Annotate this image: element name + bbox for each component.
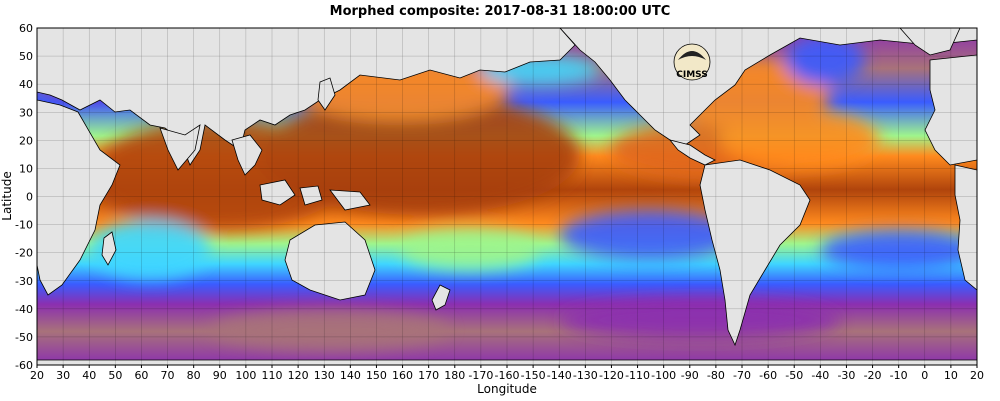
x-tick-label: 90 [213,369,227,382]
y-tick-label: -30 [15,275,33,288]
map-title: Morphed composite: 2017-08-31 18:00:00 U… [329,4,671,19]
x-tick-label: -80 [707,369,725,382]
x-tick-label: 30 [56,369,70,382]
x-tick-label: -170 [468,369,493,382]
x-tick-label: -140 [547,369,572,382]
x-tick-label: 160 [392,369,413,382]
x-tick-label: 20 [970,369,984,382]
x-tick-label: 0 [921,369,928,382]
x-tick-label: -120 [599,369,624,382]
x-tick-label: -100 [651,369,676,382]
x-tick-label: -30 [837,369,855,382]
x-tick-label: 170 [418,369,439,382]
x-tick-label: 100 [235,369,256,382]
x-tick-label: 110 [262,369,283,382]
map-field [37,28,977,365]
graticule [37,28,977,365]
x-tick-label: 10 [944,369,958,382]
x-tick-label: -50 [785,369,803,382]
x-tick-label: 70 [161,369,175,382]
x-axis-ticks: 20 30 40 50 60 70 80 90 100 110 120 130 140 150 160 170… [30,365,984,382]
x-tick-label: -20 [864,369,882,382]
y-tick-label: 0 [26,191,33,204]
x-tick-label: 50 [108,369,122,382]
logo-label: CIMSS [676,70,707,80]
x-tick-label: 120 [288,369,309,382]
x-tick-label: -110 [625,369,650,382]
x-tick-label: -130 [573,369,598,382]
cimss-logo: CIMSS [673,43,711,81]
y-tick-label: -10 [15,219,33,232]
x-tick-label: 180 [444,369,465,382]
x-tick-label: -70 [733,369,751,382]
y-tick-label: -50 [15,331,33,344]
y-tick-label: 50 [19,50,33,63]
x-tick-label: 150 [366,369,387,382]
x-tick-label: 130 [314,369,335,382]
y-tick-label: -60 [15,359,33,372]
x-tick-label: 140 [340,369,361,382]
x-axis-label: Longitude [477,382,537,396]
x-tick-label: -10 [890,369,908,382]
y-tick-label: 40 [19,78,33,91]
x-tick-label: 20 [30,369,44,382]
x-tick-label: -40 [811,369,829,382]
x-tick-label: 60 [134,369,148,382]
x-tick-label: -160 [495,369,520,382]
y-tick-label: 20 [19,134,33,147]
x-tick-label: 40 [82,369,96,382]
y-tick-label: 10 [19,162,33,175]
y-axis-label: Latitude [0,171,14,220]
y-tick-label: -20 [15,247,33,260]
x-tick-label: -60 [759,369,777,382]
x-tick-label: 80 [187,369,201,382]
land-masses [37,28,977,365]
x-tick-label: -150 [521,369,546,382]
y-tick-label: 60 [19,22,33,35]
y-tick-label: -40 [15,303,33,316]
y-axis-ticks: 60 50 40 30 20 10 0 -10 -20 -30 -40 -50 -60 [15,22,33,372]
y-tick-label: 30 [19,106,33,119]
x-tick-label: -90 [681,369,699,382]
